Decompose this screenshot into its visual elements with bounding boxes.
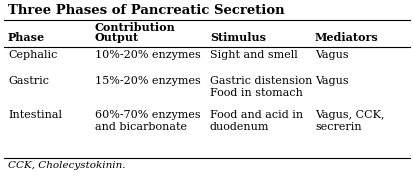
Text: Intestinal: Intestinal: [8, 110, 62, 120]
Text: 15%-20% enzymes: 15%-20% enzymes: [95, 76, 200, 86]
Text: Gastric distension
Food in stomach: Gastric distension Food in stomach: [209, 76, 312, 98]
Text: Output: Output: [95, 32, 139, 43]
Text: Sight and smell: Sight and smell: [209, 50, 297, 60]
Text: 10%-20% enzymes: 10%-20% enzymes: [95, 50, 200, 60]
Text: 60%-70% enzymes
and bicarbonate: 60%-70% enzymes and bicarbonate: [95, 110, 200, 132]
Text: Three Phases of Pancreatic Secretion: Three Phases of Pancreatic Secretion: [8, 4, 284, 17]
Text: CCK, Cholecystokinin.: CCK, Cholecystokinin.: [8, 161, 125, 170]
Text: Phase: Phase: [8, 32, 45, 43]
Text: Gastric: Gastric: [8, 76, 49, 86]
Text: Cephalic: Cephalic: [8, 50, 57, 60]
Text: Stimulus: Stimulus: [209, 32, 266, 43]
Text: Vagus: Vagus: [314, 76, 348, 86]
Text: Contribution: Contribution: [95, 22, 176, 33]
Text: Vagus, CCK,
secrerin: Vagus, CCK, secrerin: [314, 110, 384, 132]
Text: Vagus: Vagus: [314, 50, 348, 60]
Text: Food and acid in
duodenum: Food and acid in duodenum: [209, 110, 302, 132]
Text: Mediators: Mediators: [314, 32, 378, 43]
